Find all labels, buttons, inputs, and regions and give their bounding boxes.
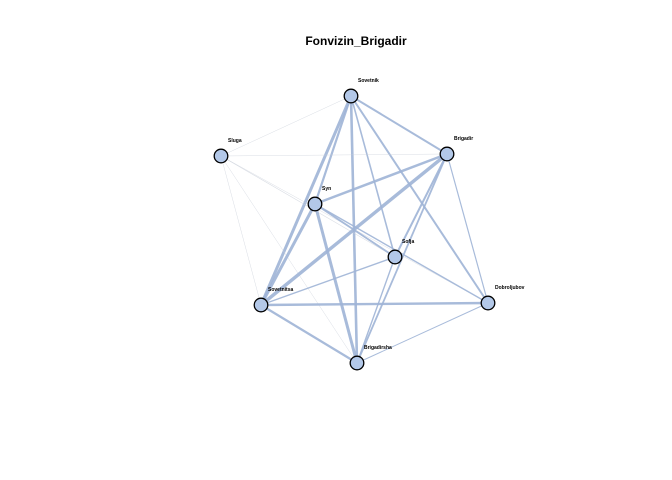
edge-sluga-brigadirsha [220, 155, 358, 364]
node-brigadir [439, 146, 455, 162]
edge-sovetnitsa-brigadirsha [259, 303, 359, 365]
edges-layer [220, 94, 490, 365]
edge-sovetnik-sluga [220, 95, 352, 157]
edge-sluga-brigadir [220, 153, 448, 157]
edge-sovetnik-sofja [350, 95, 396, 258]
node-label-brigadirsha: Brigadirsha [364, 345, 392, 351]
edge-sovetnitsa-dobroljubov [259, 301, 490, 307]
edge-brigadir-syn [313, 152, 449, 206]
graph-title: Fonvizin_Brigadir [305, 34, 407, 48]
node-label-sovetnik: Sovetnik [358, 78, 379, 84]
node-sovetnitsa [253, 297, 269, 313]
edge-dobroljubov-brigadirsha [356, 302, 489, 364]
node-brigadirsha [349, 355, 365, 371]
node-label-syn: Syn [322, 186, 331, 192]
node-label-brigadir: Brigadir [454, 136, 473, 142]
node-dobroljubov [480, 295, 496, 311]
edge-sluga-sovetnitsa [220, 155, 262, 306]
edge-sofja-sovetnitsa [260, 256, 396, 306]
node-label-dobroljubov: Dobroljubov [495, 285, 525, 291]
edge-sovetnik-sovetnitsa [259, 94, 353, 307]
edge-syn-brigadirsha [313, 202, 359, 365]
edge-syn-sofja [314, 203, 396, 258]
labels-layer: Sovetnik Sluga Brigadir Syn Sofja Sovetnitsa D… [228, 78, 525, 351]
edge-brigadir-sofja [394, 153, 448, 258]
nodes-layer [213, 88, 496, 371]
node-label-sofja: Sofja [402, 239, 414, 245]
node-sovetnik [343, 88, 359, 104]
node-sluga [213, 148, 229, 164]
node-sofja [387, 249, 403, 265]
node-label-sluga: Sluga [228, 138, 242, 144]
edge-sovetnik-syn [313, 94, 353, 206]
node-label-sovetnitsa: Sovetnitsa [268, 287, 294, 293]
edge-sovetnik-brigadir [350, 95, 448, 155]
edge-syn-sovetnitsa [259, 202, 317, 307]
edge-sofja-brigadirsha [356, 256, 396, 364]
edge-sovetnik-dobroljubov [350, 95, 489, 304]
edge-brigadir-dobroljubov [446, 153, 489, 304]
node-syn [307, 196, 323, 212]
